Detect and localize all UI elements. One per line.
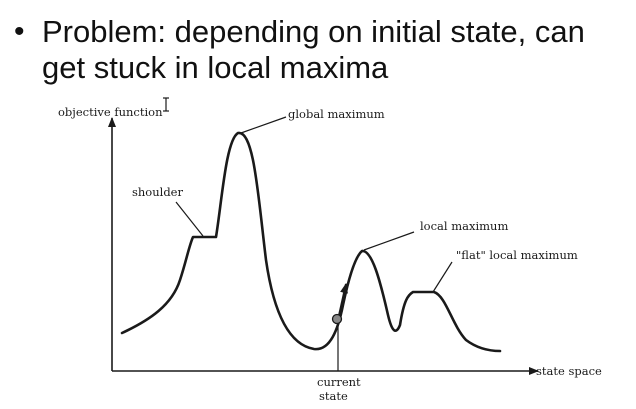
objective-curve — [120, 131, 502, 353]
flat-local-maximum-pointer — [432, 261, 453, 293]
current-state-label-line1: current — [317, 375, 361, 389]
bullet-symbol: • — [14, 15, 25, 48]
global-maximum-label: global maximum — [288, 107, 385, 121]
bullet-text: Problem: depending on initial state, can… — [42, 14, 585, 85]
shoulder-label: shoulder — [132, 185, 183, 199]
text-cursor-icon — [163, 97, 169, 112]
local-maximum-pointer — [363, 231, 415, 251]
x-axis-label: state space — [536, 364, 602, 378]
current-state-label-line2: state — [319, 389, 348, 403]
flat-local-maximum-label: "flat" local maximum — [456, 248, 578, 262]
current-state-arrow — [337, 283, 348, 321]
y-axis-label: objective function — [58, 105, 163, 119]
local-maximum-label: local maximum — [420, 219, 508, 233]
current-state-marker — [331, 313, 343, 325]
shoulder-pointer — [175, 201, 204, 237]
bullet-point: • Problem: depending on initial state, c… — [14, 14, 624, 86]
global-maximum-pointer — [240, 116, 287, 134]
